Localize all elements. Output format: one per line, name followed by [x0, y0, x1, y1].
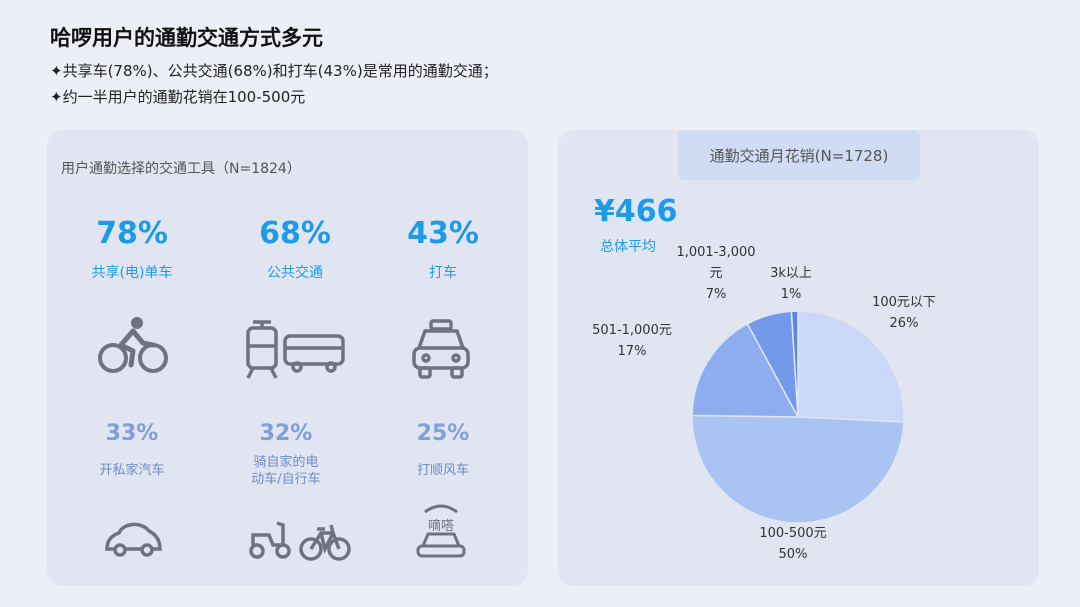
stat-own-ebike: 32% 骑自家的电动车/自行车 [211, 420, 361, 488]
stat-label: 打车 [429, 265, 457, 281]
pie-label-line: 17% [617, 344, 647, 359]
cost-chart-title: 通勤交通月花销(N=1728) [678, 130, 920, 180]
pie-label-line: 元 [709, 266, 723, 281]
pie-label-line: 50% [778, 547, 808, 562]
stat-percent: 25% [416, 421, 470, 446]
pie-label-line: 26% [889, 316, 919, 331]
transport-panel-title: 用户通勤选择的交通工具（N=1824） [61, 161, 301, 177]
stat-label: 公共交通 [267, 265, 323, 281]
stat-label: 骑自家的电动车/自行车 [251, 455, 321, 487]
stat-label: 共享(电)单车 [91, 265, 173, 281]
stat-percent: 43% [407, 216, 479, 251]
pie-label-0: 100元以下 26% [872, 292, 936, 334]
pie-label-line: 3k以上 [770, 266, 812, 281]
pie-slice-2 [691, 322, 800, 418]
stat-taxi: 43% 打车 [368, 216, 518, 282]
stat-public-transit: 68% 公共交通 [220, 216, 370, 282]
stat-percent: 78% [96, 216, 168, 251]
average-cost-label: 总体平均 [600, 239, 656, 255]
bicycle-rider-icon [97, 315, 169, 375]
pie-label-1: 100-500元 50% [759, 523, 826, 565]
average-cost-value: ¥466 [594, 194, 678, 229]
pie-label-line: 7% [705, 287, 727, 302]
stat-percent: 32% [259, 421, 313, 446]
taxi-icon [411, 318, 471, 380]
stat-label: 打顺风车 [416, 463, 469, 478]
stat-percent: 33% [105, 421, 159, 446]
stat-percent: 68% [259, 216, 331, 251]
pie-slice-4 [790, 310, 799, 418]
didi-icon-text: 嘀嗒 [428, 519, 454, 534]
stat-label: 开私家汽车 [99, 463, 165, 478]
summary-bullet-1: ✦共享车(78%)、公共交通(68%)和打车(43%)是常用的通勤交通； [50, 62, 498, 80]
pie-label-line: 1,001-3,000 [676, 245, 756, 260]
cost-pie-chart [691, 310, 905, 524]
summary-bullet-2: ✦约一半用户的通勤花销在100-500元 [50, 88, 306, 106]
scooter-bicycle-icon [247, 517, 351, 561]
pie-label-line: 100元以下 [872, 295, 936, 310]
pie-label-2: 501-1,000元 17% [592, 320, 672, 362]
pie-label-line: 1% [780, 287, 802, 302]
pie-slice-1 [691, 414, 905, 524]
pie-label-3: 1,001-3,000 元 7% [676, 242, 755, 305]
pie-slice-0 [797, 310, 905, 423]
tram-bus-icon [245, 318, 347, 380]
page-title: 哈啰用户的通勤交通方式多元 [50, 26, 323, 50]
transport-tools-panel: 用户通勤选择的交通工具（N=1824） 78% 共享(电)单车 68% 公共交通… [47, 130, 528, 586]
carpool-didi-car-icon: 嘀嗒 [415, 502, 467, 560]
pie-label-line: 501-1,000元 [592, 323, 672, 338]
commute-cost-panel: 通勤交通月花销(N=1728) ¥466 总体平均 100元以下 26% 100-5… [558, 130, 1039, 586]
stat-private-car: 33% 开私家汽车 [57, 420, 207, 479]
pie-label-line: 100-500元 [759, 526, 827, 541]
stat-carpool: 25% 打顺风车 [368, 420, 518, 479]
car-icon [103, 517, 163, 559]
pie-label-4: 3k以上 1% [770, 263, 812, 305]
stat-shared-bike: 78% 共享(电)单车 [57, 216, 207, 282]
